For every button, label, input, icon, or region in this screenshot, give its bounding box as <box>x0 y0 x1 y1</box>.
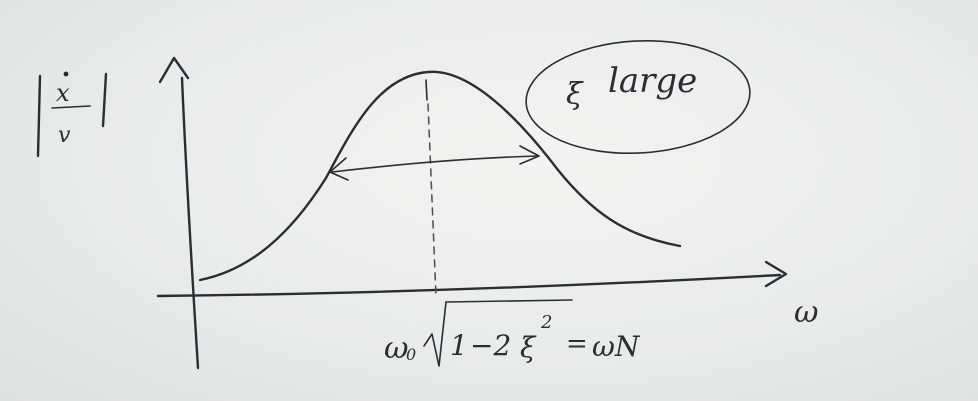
y-axis-arrowhead <box>158 56 190 84</box>
y-label-numerator: x <box>56 79 70 107</box>
bandwidth-arrowhead-right <box>519 145 540 165</box>
bandwidth-arrow-line <box>331 155 539 173</box>
x-axis <box>156 273 782 298</box>
y-axis <box>180 76 200 370</box>
bandwidth-arrowhead-left <box>329 157 349 181</box>
formula-zero-subscript: 0 <box>406 345 416 364</box>
peak-dashed-line <box>427 103 437 297</box>
formula-omega0: ω <box>384 331 408 366</box>
note-xi: ξ <box>566 77 584 112</box>
formula-minus-two: −2 <box>470 329 511 362</box>
formula-sqrt-sign <box>423 299 573 367</box>
peak-tick <box>425 79 428 101</box>
x-axis-arrowhead <box>764 260 788 288</box>
abs-bar-left <box>36 74 42 158</box>
y-label-fraction-bar <box>51 105 91 109</box>
x-dot-mark <box>63 71 69 77</box>
formula-result: ωN <box>592 330 641 363</box>
formula-exponent: 2 <box>540 312 552 333</box>
formula-xi: ξ <box>520 331 537 364</box>
note-large: large <box>608 61 697 101</box>
x-axis-label: ω <box>794 295 818 330</box>
abs-bar-right <box>101 72 108 128</box>
y-label-denominator: v <box>58 123 71 148</box>
response-curve <box>198 70 682 282</box>
formula-one: 1 <box>450 329 468 362</box>
note-circle <box>525 39 751 155</box>
formula-equals: = <box>566 329 588 359</box>
